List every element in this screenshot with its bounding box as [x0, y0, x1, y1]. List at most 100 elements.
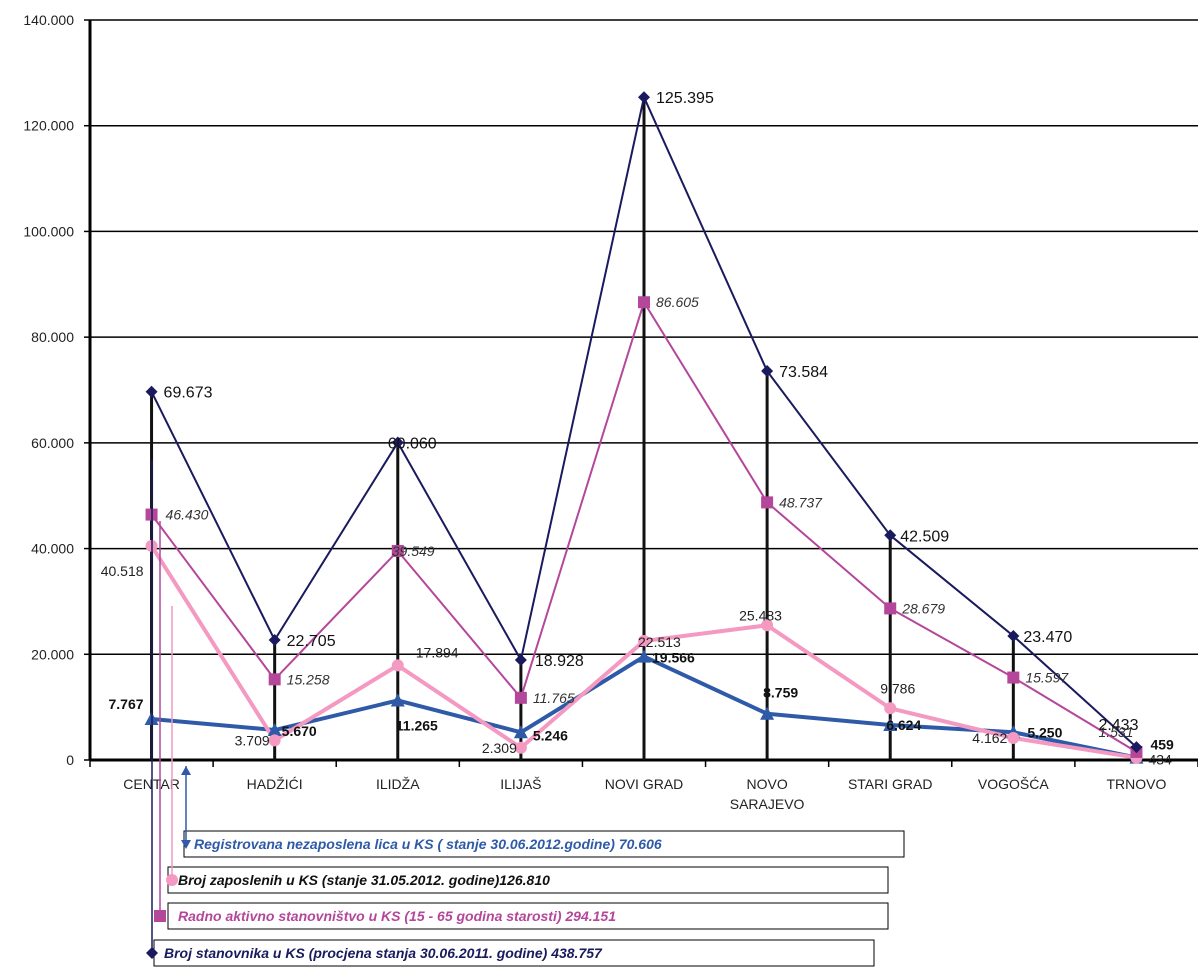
point-population: [391, 436, 404, 449]
point-active: [761, 496, 774, 509]
x-axis-categories: CENTARHADŽIĆIILIDŽAILIJAŠNOVI GRADNOVOSA…: [123, 776, 1166, 812]
data-label-population: 22.705: [287, 633, 336, 650]
data-label-unemployed: 19.566: [652, 650, 695, 666]
point-unemployed: [513, 725, 528, 739]
data-label-active: 39.549: [392, 543, 435, 559]
point-employed: [761, 619, 774, 632]
legend-label-unemployed: Registrovana nezaposlena lica u KS ( sta…: [194, 836, 662, 852]
point-population: [884, 529, 897, 542]
point-active: [514, 691, 527, 704]
y-tick-label: 100.000: [23, 223, 74, 239]
legend-label-active: Radno aktivno stanovništvo u KS (15 - 65…: [178, 908, 616, 924]
point-active: [268, 673, 281, 686]
x-category-label: TRNOVO: [1106, 776, 1166, 792]
data-label-population: 18.928: [535, 653, 584, 670]
legend-box-unemployed: [183, 830, 905, 858]
data-label-active: 15.258: [287, 671, 330, 687]
y-tick-label: 80.000: [31, 329, 74, 345]
y-tick-label: 60.000: [31, 435, 74, 451]
legend-marker-employed: [166, 874, 178, 886]
data-label-unemployed: 5.250: [1027, 724, 1062, 740]
data-label-employed: 9.786: [880, 680, 915, 696]
x-category-label: ILIJAŠ: [500, 776, 541, 792]
data-label-population: 125.395: [656, 90, 714, 107]
y-axis-ticks: 0 20.000 40.000 60.000 80.000 100.000 120.000 1…: [23, 12, 90, 768]
point-active: [638, 296, 650, 309]
data-label-active: 86.605: [656, 294, 699, 310]
point-population: [1007, 629, 1020, 642]
legend-box-population: [153, 939, 875, 967]
legend-label-population: Broj stanovnika u KS (procjena stanja 30…: [164, 945, 603, 961]
x-category-label: SARAJEVO: [730, 796, 805, 812]
point-population: [145, 385, 158, 398]
data-label-population: 23.470: [1023, 629, 1072, 646]
data-label-population: 42.509: [900, 528, 949, 545]
point-unemployed: [760, 706, 775, 720]
data-label-active: 48.737: [779, 494, 823, 510]
data-label-population: 60.060: [388, 436, 437, 453]
legend-marker-active: [154, 910, 166, 922]
x-category-label: STARI GRAD: [848, 776, 933, 792]
point-employed: [638, 635, 650, 648]
x-category-label: VOGOŠĆA: [978, 776, 1049, 792]
y-tick-label: 140.000: [23, 12, 74, 28]
point-active: [391, 544, 404, 557]
data-label-population: 73.584: [779, 364, 828, 381]
data-label-employed: 434: [1148, 752, 1172, 768]
data-label-active: 15.597: [1025, 670, 1069, 686]
data-label-unemployed: 459: [1150, 737, 1174, 753]
data-label-employed: 2.309: [482, 740, 517, 756]
x-category-label: HADŽIĆI: [247, 776, 303, 792]
y-tick-label: 40.000: [31, 541, 74, 557]
x-category-label: NOVO: [746, 776, 787, 792]
y-tick-label: 0: [66, 752, 74, 768]
series-markers: [144, 91, 1144, 764]
point-unemployed: [883, 717, 898, 731]
point-active: [884, 602, 897, 615]
point-active: [1007, 671, 1020, 684]
point-population: [268, 633, 281, 646]
data-label-employed: 22.513: [638, 634, 681, 650]
data-label-population: 2.433: [1098, 717, 1138, 734]
point-employed: [514, 741, 527, 754]
data-label-unemployed: 5.246: [533, 727, 568, 743]
point-population: [514, 653, 527, 666]
data-label-employed: 4.162: [972, 730, 1007, 746]
data-label-active: 11.765: [533, 690, 575, 706]
point-employed: [1007, 732, 1020, 745]
data-label-active: 46.430: [166, 507, 209, 523]
y-tick-label: 120.000: [23, 118, 74, 134]
data-label-employed: 17.894: [416, 644, 459, 660]
legend-box-employed: [167, 866, 889, 894]
data-label-active: 1.531: [1098, 724, 1133, 740]
data-label-unemployed: 11.265: [396, 717, 438, 733]
point-unemployed: [267, 723, 282, 737]
point-population: [761, 365, 774, 378]
data-labels: 69.673 22.705 60.060 18.928 125.395 73.584 42.…: [101, 90, 1174, 768]
legend-label-employed: Broj zaposlenih u KS (stanje 31.05.2012.…: [178, 872, 550, 888]
data-label-employed: 25.483: [739, 607, 782, 623]
x-category-label: ILIDŽA: [376, 776, 420, 792]
point-employed: [884, 702, 897, 715]
point-employed: [268, 734, 281, 747]
data-label-employed: 3.709: [235, 732, 270, 748]
point-employed: [391, 659, 404, 672]
data-label-unemployed: 7.767: [109, 696, 144, 712]
point-population: [638, 91, 650, 104]
legend-box-active: [167, 902, 889, 930]
legend: Registrovana nezaposlena lica u KS ( sta…: [146, 460, 905, 967]
data-label-unemployed: 8.759: [763, 685, 798, 701]
point-unemployed: [390, 693, 405, 707]
x-category-label: NOVI GRAD: [605, 776, 684, 792]
data-label-population: 69.673: [164, 385, 213, 402]
data-label-active: 28.679: [901, 600, 945, 616]
legend-arrow-up-icon: [181, 766, 191, 775]
legend-marker-population: [146, 947, 158, 959]
data-label-unemployed: 5.670: [282, 723, 317, 739]
data-label-unemployed: 6.624: [886, 717, 921, 733]
legend-arrow-down-icon: [181, 840, 191, 849]
point-unemployed: [637, 649, 651, 663]
data-label-employed: 40.518: [101, 563, 144, 579]
point-population: [1130, 741, 1143, 754]
